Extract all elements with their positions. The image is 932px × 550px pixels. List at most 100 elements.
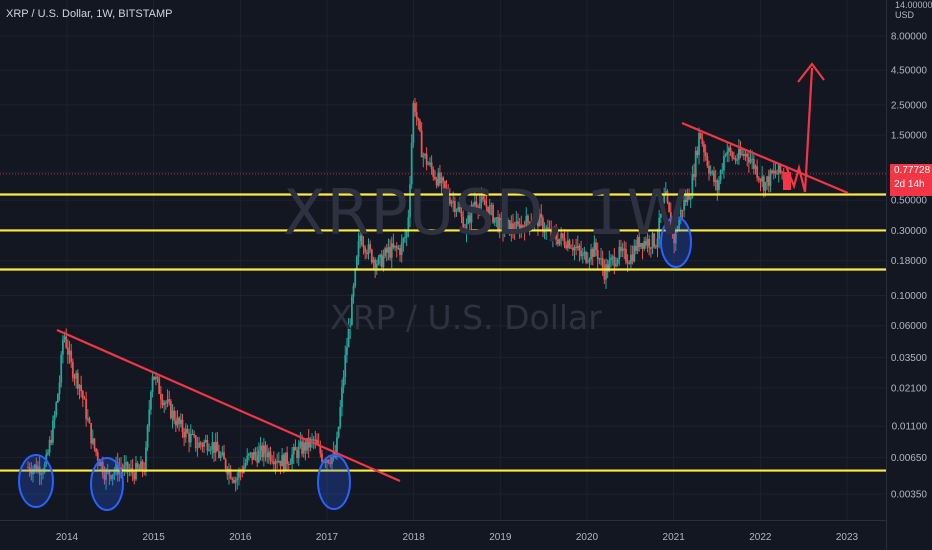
candle-body [158, 378, 161, 394]
candle-body [96, 452, 99, 461]
time-tick-label: 2021 [663, 532, 686, 543]
candle-body [427, 164, 430, 166]
candle-body [468, 215, 471, 223]
candle-body [518, 224, 521, 233]
time-tick-label: 2020 [576, 532, 599, 543]
candle-body [777, 164, 780, 175]
candle-body [462, 216, 465, 232]
candle-body [63, 336, 66, 340]
candle-body [279, 460, 282, 467]
candle-body [277, 460, 280, 463]
price-tick-label: 0.06000 [891, 321, 928, 332]
candle-body [369, 244, 372, 250]
candle-body [570, 247, 573, 249]
candle-body [224, 459, 227, 469]
candle-body [439, 172, 441, 184]
candle-body [731, 152, 734, 158]
candle-body [168, 399, 171, 402]
candle-body [71, 361, 74, 378]
candle-body [457, 207, 460, 210]
candle-body [271, 460, 274, 462]
candle-body [344, 355, 347, 378]
candle-body [701, 138, 704, 144]
candle-body [766, 176, 769, 183]
candle-body [183, 431, 186, 438]
candle-body [442, 177, 445, 182]
candle-body [498, 217, 501, 231]
candle-body [709, 171, 712, 174]
candle-body [136, 463, 139, 468]
candle-body [769, 170, 772, 186]
price-tick-label: 0.00350 [891, 490, 928, 501]
candle-body [400, 242, 403, 255]
candle-body [256, 455, 259, 463]
candle-body [561, 233, 564, 238]
candle-body [380, 254, 383, 268]
candle-body [522, 225, 524, 228]
candle-body [83, 398, 86, 400]
candle-body [644, 240, 647, 246]
candle-body [281, 455, 284, 467]
candle-body [696, 150, 699, 155]
candle-body [221, 452, 224, 456]
candle-body [329, 462, 332, 465]
time-tick-label: 2014 [56, 532, 79, 543]
candle-body [458, 207, 461, 212]
candle-body [565, 245, 568, 249]
candle-body [199, 442, 202, 445]
candle-body [512, 223, 514, 231]
candle-body [473, 201, 476, 206]
candle-body [228, 468, 230, 475]
candle-body [410, 143, 413, 185]
candle-body [404, 237, 406, 239]
candle-body [591, 249, 594, 257]
candle-body [68, 350, 71, 355]
last-price-tag[interactable]: 0.77728 2d 14h [890, 164, 932, 196]
candle-body [781, 172, 783, 174]
candle-body [219, 455, 222, 459]
candle-body [618, 246, 621, 260]
candle-body [546, 227, 549, 229]
candle-body [540, 213, 543, 218]
candle-body [349, 324, 352, 329]
candle-body [78, 385, 81, 389]
candle-body [282, 455, 285, 470]
candle-body [206, 439, 209, 451]
watermark-ticker: XRPUSD, 1W [283, 176, 689, 249]
candle-body [302, 442, 305, 454]
candle-body [47, 452, 49, 455]
price-tick-label: 0.01100 [892, 422, 928, 433]
candle-body [470, 204, 473, 223]
candle-body [27, 467, 29, 469]
candle-body [346, 347, 348, 356]
candle-body [286, 452, 289, 464]
candle-body [694, 150, 697, 177]
candle-body [764, 182, 767, 191]
candle-body [341, 387, 343, 408]
candle-body [488, 205, 491, 215]
candle-body [316, 439, 318, 444]
candle-body [385, 248, 388, 253]
candle-body [487, 206, 489, 215]
candle-body [678, 219, 680, 230]
time-tick-label: 2019 [489, 532, 512, 543]
candle-body [188, 432, 191, 443]
candle-body [52, 420, 54, 443]
candle-body [355, 256, 358, 270]
candle-body [558, 238, 561, 245]
candle-body [342, 377, 345, 388]
candle-body [299, 441, 302, 447]
candle-body [306, 437, 308, 451]
candle-body [543, 231, 546, 233]
candle-body [159, 393, 162, 400]
candle-body [95, 448, 97, 453]
candle-body [370, 249, 373, 263]
candle-body [686, 193, 689, 203]
candle-body [246, 455, 249, 464]
candle-body [497, 217, 499, 231]
candle-body [56, 393, 59, 403]
candle-body [412, 103, 415, 144]
candle-body [70, 350, 73, 362]
candle-body [55, 402, 58, 416]
